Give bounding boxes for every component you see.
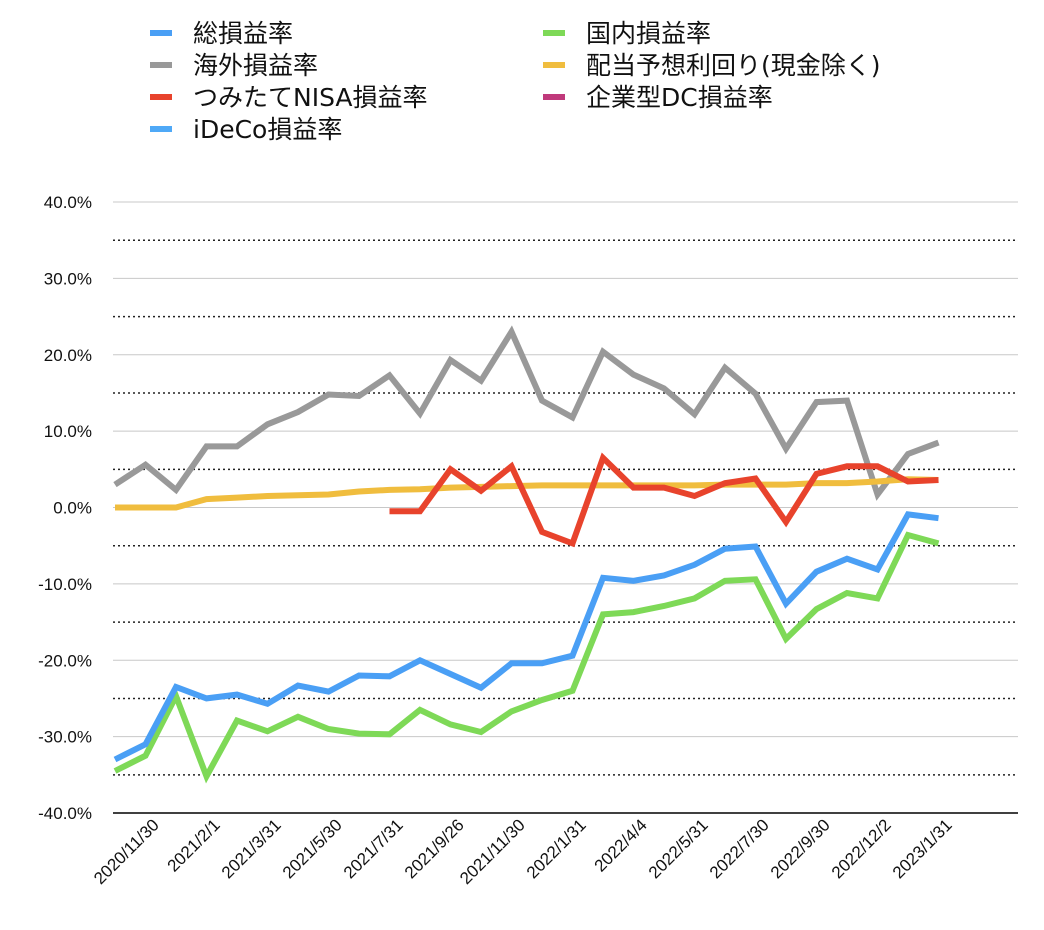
x-axis-ticks: 2020/11/30 2021/2/12021/3/312021/5/302021… — [90, 815, 956, 888]
y-tick-label: 40.0% — [44, 193, 92, 212]
x-tick-label: 2021/7/31 — [340, 815, 407, 882]
x-tick-label: 2022/5/31 — [645, 815, 712, 882]
legend-label: 総損益率 — [193, 19, 293, 48]
legend-swatch — [543, 94, 565, 100]
y-tick-label: 30.0% — [44, 269, 92, 288]
legend-label: 配当予想利回り(現金除く) — [586, 51, 881, 80]
x-tick-label: 2022/1/31 — [523, 815, 590, 882]
legend-label: iDeCo損益率 — [193, 115, 342, 144]
legend-label: 国内損益率 — [586, 19, 711, 48]
y-tick-label: 10.0% — [44, 422, 92, 441]
x-tick-label: 2022/12/2 — [828, 815, 895, 882]
y-tick-label: 20.0% — [44, 346, 92, 365]
legend-swatch — [150, 30, 172, 36]
legend-label: 海外損益率 — [193, 51, 318, 80]
y-tick-label: -40.0% — [38, 804, 92, 823]
series-line — [113, 325, 940, 501]
legend-swatch — [150, 62, 172, 68]
series-line — [389, 452, 939, 548]
gridlines — [113, 201, 1018, 814]
x-tick-label: 2023/1/31 — [889, 815, 956, 882]
y-axis-ticks: 40.0% 30.0% 20.0% 10.0% 0.0% -10.0% -20.0% -30.… — [38, 193, 92, 823]
x-tick-label: 2022/7/30 — [706, 815, 773, 882]
legend-label: 企業型DC損益率 — [586, 83, 773, 112]
legend-swatch — [543, 62, 565, 68]
legend-swatch — [150, 126, 172, 132]
x-tick-label: 2020/11/30 — [90, 815, 163, 888]
legend-swatch — [543, 30, 565, 36]
x-tick-label: 2021/11/30 — [456, 815, 529, 888]
series-line — [115, 476, 939, 511]
y-tick-label: -20.0% — [38, 651, 92, 670]
y-tick-label: 0.0% — [53, 499, 92, 518]
legend-swatch — [150, 94, 172, 100]
y-tick-label: -10.0% — [38, 575, 92, 594]
x-tick-label: 2022/9/30 — [767, 815, 834, 882]
y-tick-label: -30.0% — [38, 728, 92, 747]
x-tick-label: 2021/2/1 — [164, 815, 224, 875]
x-tick-label: 2021/3/31 — [218, 815, 285, 882]
x-tick-label: 2022/4/4 — [591, 815, 651, 875]
legend-label: つみたてNISA損益率 — [193, 83, 428, 112]
x-tick-label: 2021/5/30 — [279, 815, 346, 882]
series-line — [113, 531, 940, 784]
series-line — [113, 511, 939, 763]
series-lines — [113, 325, 940, 784]
